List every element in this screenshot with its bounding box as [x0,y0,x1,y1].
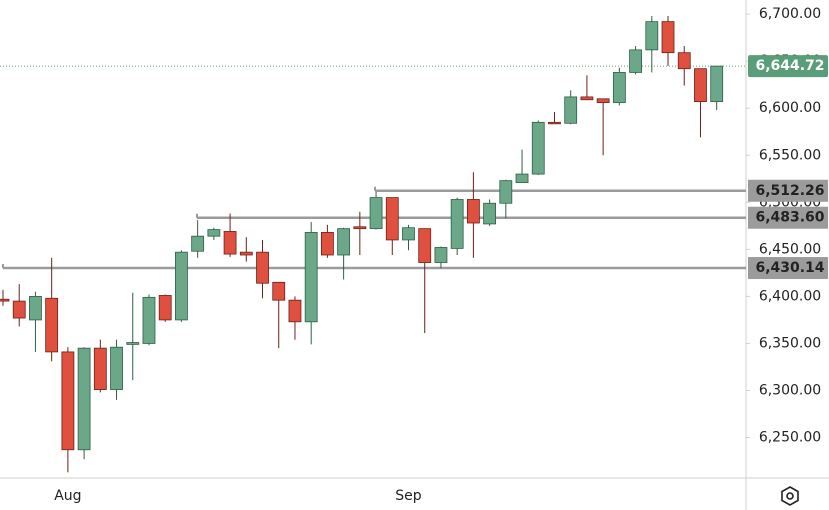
level-label-bg [748,206,828,229]
candle-body [353,226,367,230]
candle-body [320,232,334,256]
candle-body [256,251,269,284]
candle-body [61,351,75,451]
level-label-bg [748,257,828,280]
candle-body [158,295,172,321]
candle-body [402,227,415,241]
candle-body [661,21,675,54]
candle-body [304,232,318,323]
level-label: 6,483.60 [755,210,824,226]
candle-body [645,21,659,51]
candle-body [272,281,286,301]
settings-dot[interactable] [786,492,794,500]
candle-body [0,298,10,302]
candle-body [515,173,529,183]
settings-icon[interactable] [781,486,799,506]
level-label: 6,512.26 [755,183,824,199]
y-tick-label: 6,250.00 [759,430,821,446]
candle-body [93,347,107,390]
candle-body [710,65,724,103]
candle-body [223,231,237,255]
candle-body [548,121,561,125]
y-tick-label: 6,300.00 [759,382,821,398]
candle-body [677,52,691,70]
candle-body [483,202,497,225]
x-tick-label: Aug [54,488,81,504]
y-tick-label: 6,600.00 [759,100,821,116]
candle-body [142,296,156,344]
candle-body [29,295,42,321]
candle-body [434,247,448,263]
candle-body [612,72,626,103]
settings-hexagon[interactable] [781,486,799,506]
candle-body [191,235,205,252]
candle-body [531,121,545,175]
candle-body [629,49,642,73]
candle-body [694,68,707,103]
candle-body [369,197,383,230]
candle-body [450,199,464,249]
candle-body [45,297,59,353]
last-price-label: 6,644.72 [755,58,824,74]
candle-body [175,251,188,321]
candle-body [596,98,610,103]
candle-body [77,347,91,451]
candle-body [466,199,480,224]
candle-body [110,346,123,390]
candle-body [499,180,513,204]
candle-body [12,300,26,319]
candle-body [126,342,140,345]
y-tick-label: 6,700.00 [759,6,821,22]
candle-body [207,229,221,237]
candle-body [337,228,351,256]
y-tick-label: 6,350.00 [759,335,821,351]
x-tick-label: Sep [395,488,422,504]
y-tick-label: 6,550.00 [759,147,821,163]
level-label: 6,430.14 [755,260,824,276]
level-label-bg [748,179,828,202]
candle-body [418,228,432,263]
y-tick-label: 6,450.00 [759,241,821,257]
candle-body [288,299,302,323]
candle-body [580,96,594,101]
candle-body [385,197,399,241]
candle-body [239,251,253,256]
candle-body [564,96,578,124]
y-tick-label: 6,400.00 [759,288,821,304]
last-price-label-bg [748,55,828,78]
